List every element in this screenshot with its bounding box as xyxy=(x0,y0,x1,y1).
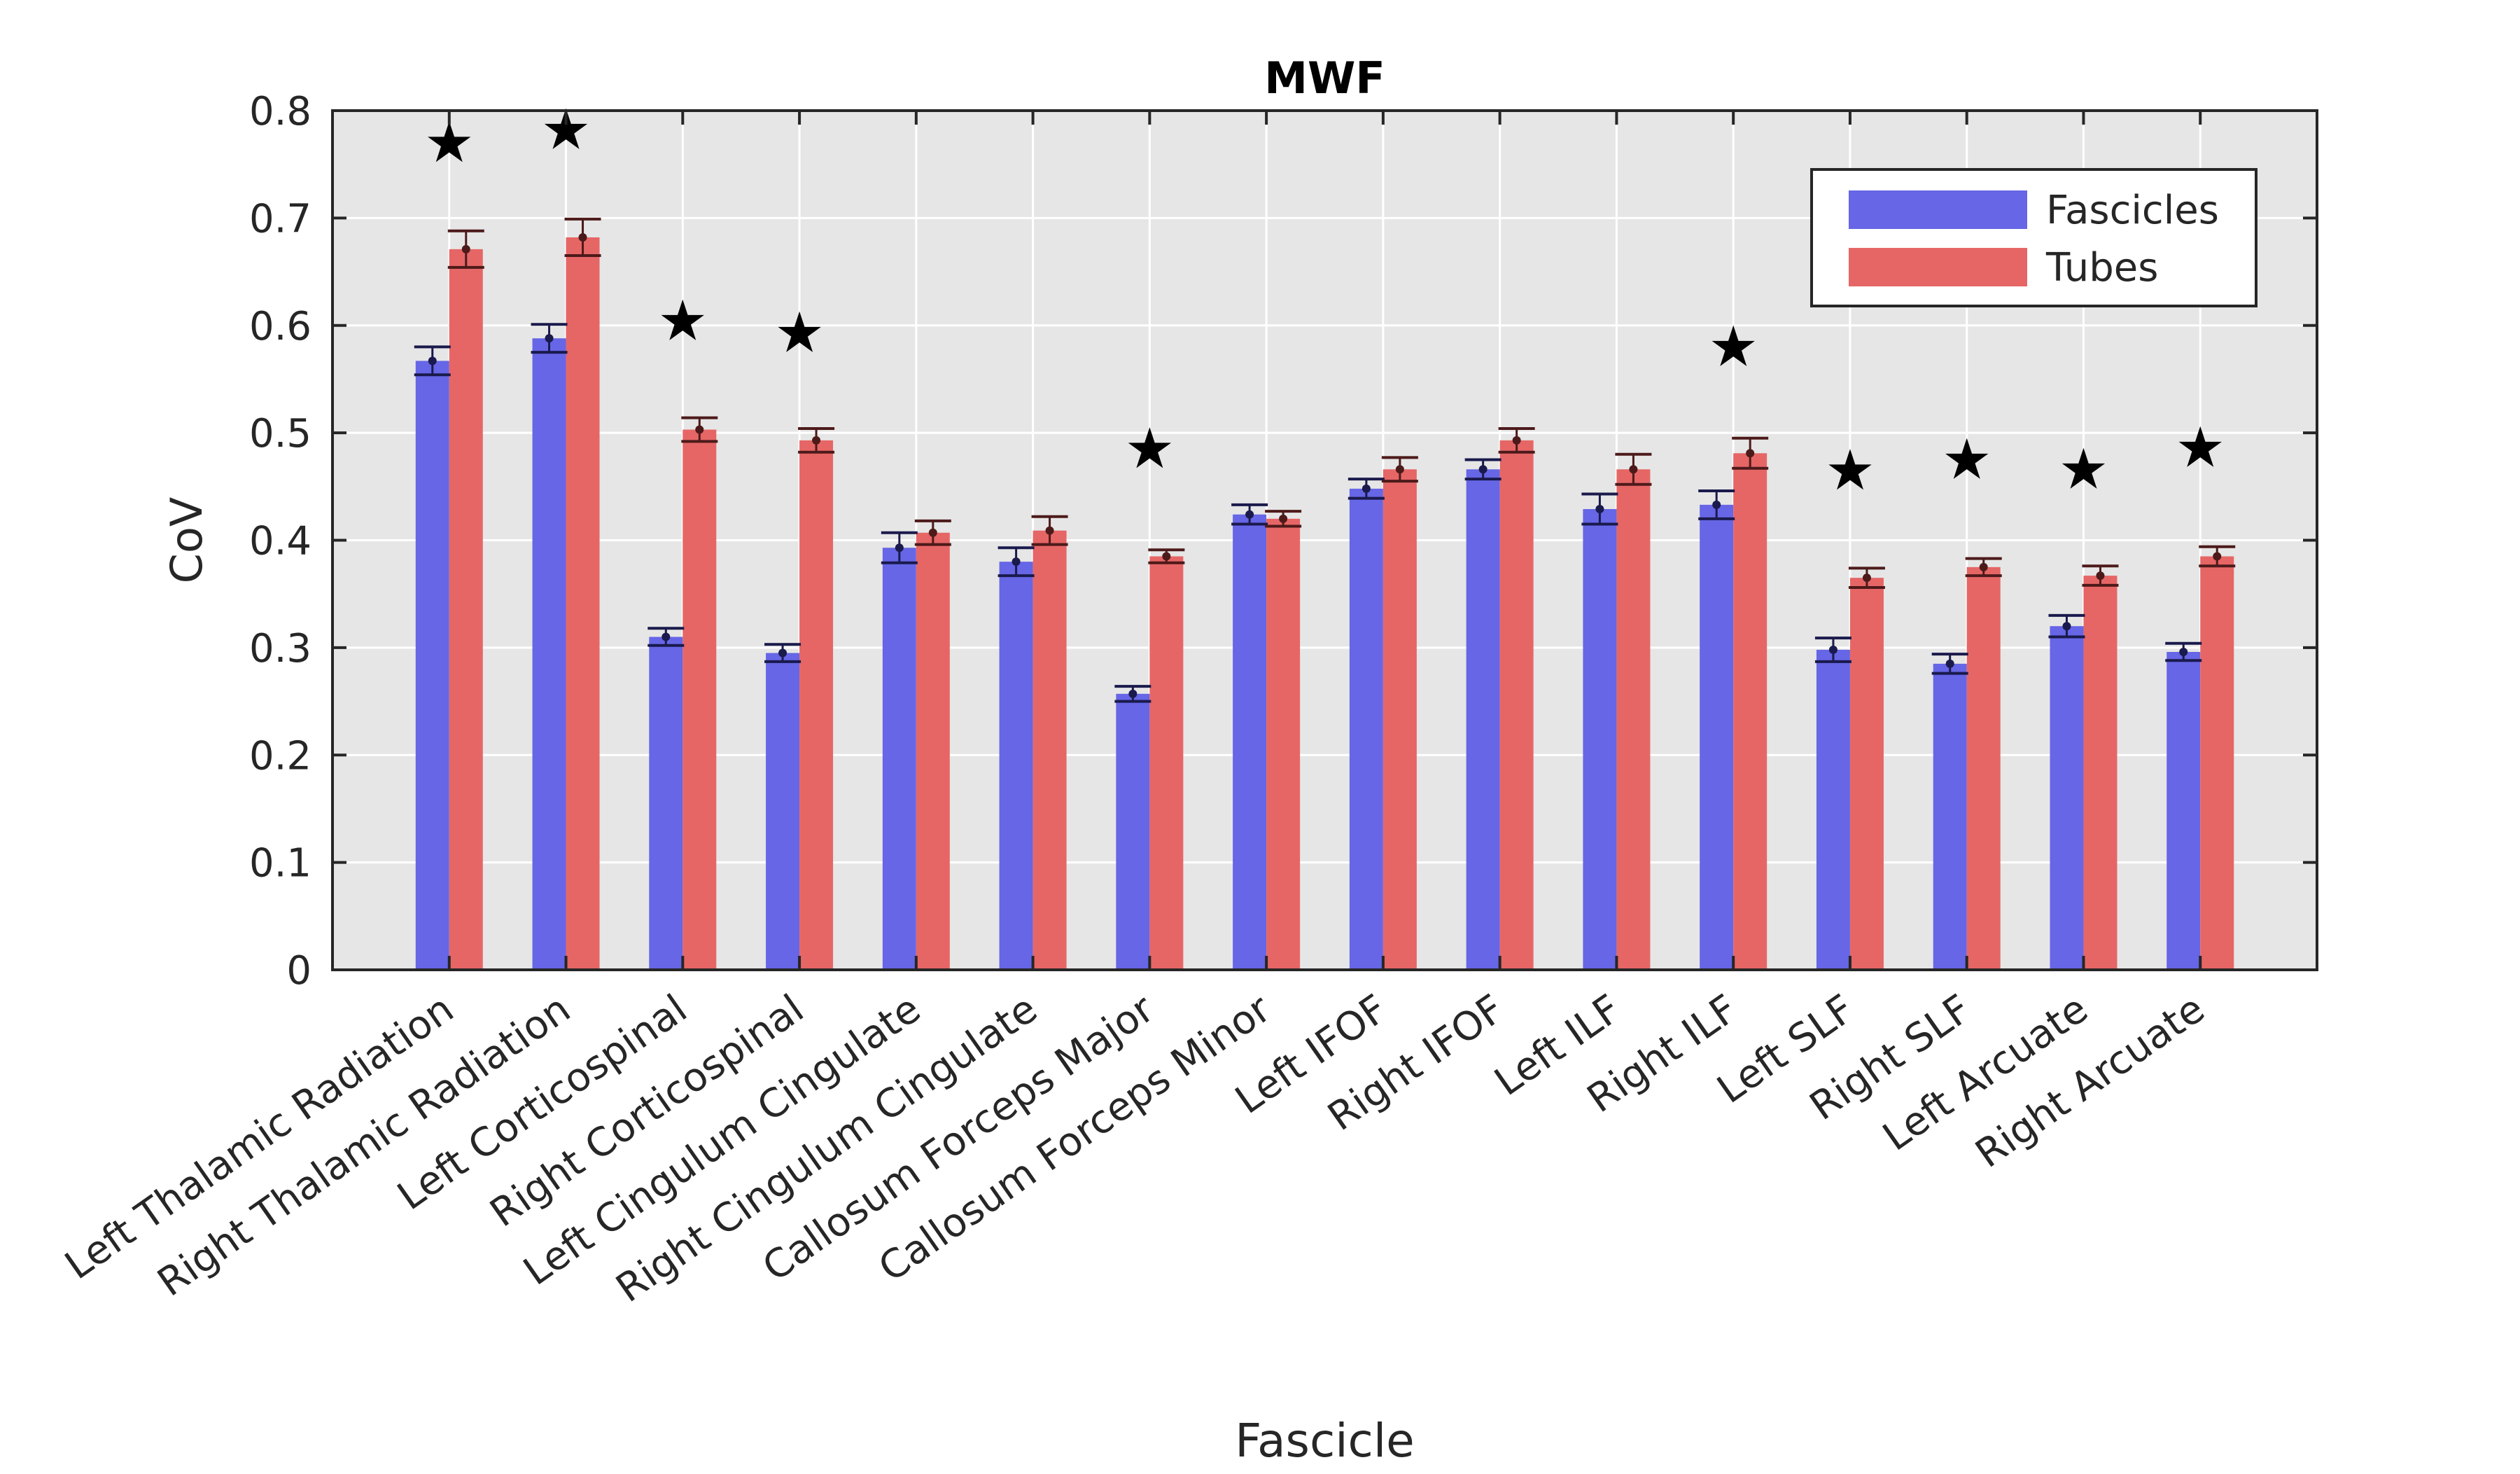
bar-tubes-6 xyxy=(1149,556,1184,970)
bar-fascicles-9 xyxy=(1466,469,1500,970)
mean-point xyxy=(1979,562,1988,571)
legend-swatch-tubes xyxy=(1849,248,2027,286)
mean-point xyxy=(578,232,587,242)
mean-point xyxy=(2179,648,2188,657)
mean-point xyxy=(1011,557,1021,566)
error-bars xyxy=(414,217,2236,703)
bar-tubes-11 xyxy=(1733,453,1768,970)
bar-fascicles-15 xyxy=(2166,652,2201,970)
legend-label-fascicles: Fascicles xyxy=(2046,188,2219,233)
y-tick-label: 0 xyxy=(286,948,312,994)
bar-fascicles-14 xyxy=(2050,626,2084,970)
bars xyxy=(415,237,2234,970)
bar-tubes-0 xyxy=(449,249,483,970)
bar-fascicles-13 xyxy=(1933,663,1967,970)
legend-label-tubes: Tubes xyxy=(2045,245,2158,291)
bar-tubes-14 xyxy=(2083,576,2118,970)
significance-star-12: ★ xyxy=(1825,438,1875,503)
chart-title: MWF xyxy=(1264,53,1385,104)
significance-star-14: ★ xyxy=(2059,436,2109,501)
mean-point xyxy=(812,436,821,445)
bar-tubes-13 xyxy=(1966,566,2001,970)
mean-point xyxy=(1279,514,1288,523)
bar-tubes-12 xyxy=(1849,578,1884,970)
mean-point xyxy=(1362,484,1371,493)
mean-point xyxy=(778,648,788,658)
bar-fascicles-8 xyxy=(1349,488,1383,970)
bar-fascicles-7 xyxy=(1233,514,1267,970)
mean-point xyxy=(1746,449,1755,458)
mean-point xyxy=(2062,622,2071,631)
bar-fascicles-6 xyxy=(1116,693,1150,970)
bar-fascicles-2 xyxy=(649,637,683,970)
mean-point xyxy=(662,632,671,641)
x-axis-label: Fascicle xyxy=(1235,1414,1415,1468)
bar-fascicles-1 xyxy=(532,338,566,970)
mean-point xyxy=(1162,552,1171,561)
significance-star-1: ★ xyxy=(541,97,592,162)
bar-tubes-10 xyxy=(1616,469,1651,970)
bar-fascicles-10 xyxy=(1583,509,1617,970)
mean-point xyxy=(428,356,437,366)
mean-point xyxy=(461,244,470,253)
bar-fascicles-3 xyxy=(766,653,800,970)
mean-point xyxy=(545,334,554,343)
mean-point xyxy=(1862,573,1871,583)
y-tick-label: 0.5 xyxy=(249,411,312,457)
mean-point xyxy=(1395,465,1404,474)
bar-tubes-4 xyxy=(916,532,950,970)
mean-point xyxy=(2213,552,2222,561)
mean-point xyxy=(1045,526,1054,535)
bar-tubes-15 xyxy=(2200,556,2234,970)
bar-fascicles-0 xyxy=(415,361,449,970)
bar-tubes-8 xyxy=(1382,469,1417,970)
y-tick-label: 0.2 xyxy=(249,733,312,779)
mean-point xyxy=(1128,689,1138,698)
bar-tubes-2 xyxy=(682,429,717,970)
bar-tubes-7 xyxy=(1266,518,1301,970)
mean-point xyxy=(1629,465,1638,474)
significance-star-13: ★ xyxy=(1942,426,1992,492)
mean-point xyxy=(928,528,937,537)
mean-point xyxy=(1595,505,1604,514)
significance-star-11: ★ xyxy=(1708,314,1758,379)
y-tick-label: 0.8 xyxy=(249,89,312,134)
significance-markers: ★ ★★ ★★★★ ★ ★ ★ xyxy=(424,97,2225,503)
bar-fascicles-12 xyxy=(1816,649,1850,970)
mean-point xyxy=(1478,465,1488,474)
y-tick-label: 0.3 xyxy=(249,626,312,672)
mean-point xyxy=(1712,500,1721,509)
significance-star-3: ★ xyxy=(774,300,825,365)
mean-point xyxy=(1828,645,1837,654)
bar-tubes-3 xyxy=(799,440,834,970)
bar-tubes-5 xyxy=(1032,530,1067,970)
y-tick-label: 0.4 xyxy=(249,519,312,564)
mean-point xyxy=(1245,510,1254,519)
y-tick-label: 0.6 xyxy=(249,304,312,349)
bar-fascicles-4 xyxy=(882,548,916,970)
y-tick-label: 0.1 xyxy=(249,841,312,887)
legend-swatch-fascicles xyxy=(1849,190,2027,229)
y-axis-ticks: 0 0.1 0.2 0.3 0.4 0.5 0.6 0.7 0.8 xyxy=(249,89,2317,994)
mean-point xyxy=(895,543,904,552)
mean-point xyxy=(695,425,704,434)
significance-star-2: ★ xyxy=(657,288,708,354)
bar-tubes-9 xyxy=(1499,440,1534,970)
mean-point xyxy=(2096,571,2105,580)
significance-star-6: ★ xyxy=(1124,416,1175,481)
mean-point xyxy=(1512,436,1521,445)
y-tick-label: 0.7 xyxy=(249,196,312,242)
bar-fascicles-5 xyxy=(999,562,1033,970)
mean-point xyxy=(1945,659,1954,668)
bar-fascicles-11 xyxy=(1700,504,1734,970)
legend: Fascicles Tubes xyxy=(1810,168,2258,307)
bar-tubes-1 xyxy=(566,237,600,970)
significance-star-15: ★ xyxy=(2175,415,2225,480)
y-axis-label: CoV xyxy=(161,497,212,584)
